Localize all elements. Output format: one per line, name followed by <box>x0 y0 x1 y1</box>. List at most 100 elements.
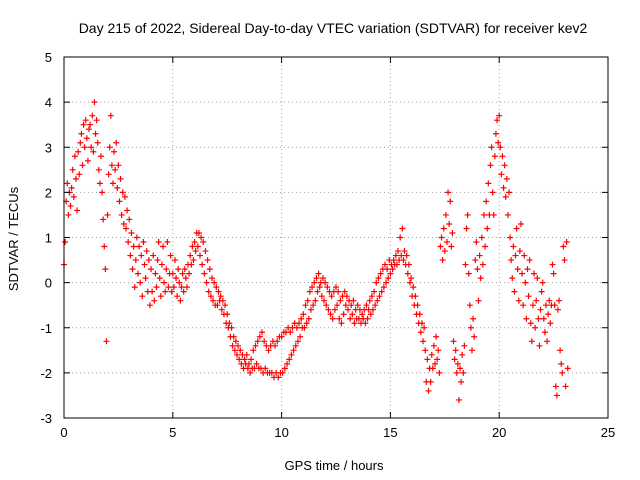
data-point <box>535 315 542 322</box>
data-point <box>114 184 121 191</box>
data-point <box>368 293 375 300</box>
data-point <box>104 211 111 218</box>
data-point <box>435 347 442 354</box>
data-point <box>288 351 295 358</box>
data-point <box>333 284 339 291</box>
data-point <box>319 275 326 282</box>
data-point <box>92 130 99 137</box>
data-point <box>116 198 123 205</box>
data-point <box>215 288 222 295</box>
data-point <box>438 234 445 241</box>
data-point <box>517 220 524 227</box>
data-point <box>176 279 183 286</box>
data-point <box>224 311 231 318</box>
data-point <box>138 252 145 259</box>
data-point <box>462 261 469 268</box>
data-point <box>178 284 185 291</box>
data-point <box>164 239 171 246</box>
data-point <box>532 324 539 331</box>
data-point <box>510 243 517 250</box>
data-point <box>439 257 446 264</box>
data-point <box>322 279 329 286</box>
data-point <box>131 284 138 291</box>
data-point <box>133 234 140 241</box>
data-point <box>393 261 400 268</box>
data-point <box>103 338 110 345</box>
data-point <box>67 202 74 209</box>
data-point <box>199 261 206 268</box>
data-point <box>191 239 198 246</box>
data-point <box>459 351 466 358</box>
data-point <box>542 302 549 309</box>
data-point <box>323 302 330 309</box>
data-point <box>321 297 328 304</box>
data-point <box>152 270 159 277</box>
data-point <box>557 347 564 354</box>
data-point <box>197 252 203 259</box>
data-point <box>376 293 383 300</box>
data-point <box>303 320 310 327</box>
data-point <box>522 279 529 286</box>
data-point <box>550 270 557 277</box>
y-axis-label: SDTVAR / TECUs <box>6 186 21 291</box>
data-point <box>259 329 266 336</box>
data-point <box>455 396 462 403</box>
data-point <box>350 297 357 304</box>
data-point <box>325 306 332 313</box>
data-point <box>547 320 554 327</box>
grid <box>64 57 608 418</box>
data-point <box>146 302 153 309</box>
data-point <box>262 365 269 372</box>
data-point <box>367 311 374 318</box>
data-point <box>441 248 448 255</box>
data-point <box>359 311 366 318</box>
data-point <box>175 266 182 273</box>
data-point <box>296 320 303 327</box>
data-point <box>74 207 81 214</box>
data-point <box>139 293 146 300</box>
data-point <box>130 243 137 250</box>
data-point <box>430 342 437 349</box>
data-point <box>232 338 239 345</box>
y-tick-label: 4 <box>45 95 52 110</box>
data-point <box>335 288 342 295</box>
data-point <box>457 365 464 372</box>
data-point <box>155 239 162 246</box>
data-point <box>538 288 545 295</box>
data-point <box>420 338 427 345</box>
data-point <box>256 333 263 340</box>
data-point <box>170 284 177 291</box>
data-point <box>222 302 229 309</box>
data-point <box>75 148 82 155</box>
data-point <box>171 257 178 264</box>
data-point <box>252 342 259 349</box>
data-point <box>495 139 502 146</box>
data-point <box>531 270 538 277</box>
data-point <box>231 347 238 354</box>
data-point <box>314 288 321 295</box>
data-point <box>300 311 307 318</box>
data-point <box>148 266 155 273</box>
data-point <box>102 266 109 273</box>
data-point <box>177 297 184 304</box>
y-tick-label: 5 <box>45 50 52 65</box>
data-point <box>230 333 237 340</box>
data-point <box>235 342 242 349</box>
data-point <box>287 329 294 336</box>
data-point <box>245 360 252 367</box>
data-point <box>99 189 106 196</box>
data-point <box>347 315 354 322</box>
data-point <box>68 184 75 191</box>
y-tick-label: 1 <box>45 231 52 246</box>
data-point <box>564 365 571 372</box>
data-point <box>343 293 350 300</box>
data-point <box>374 297 381 304</box>
data-point <box>482 243 489 250</box>
data-point <box>118 211 125 218</box>
data-point <box>187 252 194 259</box>
data-point <box>112 166 119 173</box>
data-point <box>561 257 568 264</box>
data-point <box>381 261 388 268</box>
data-point <box>62 239 69 246</box>
data-point <box>404 270 411 277</box>
